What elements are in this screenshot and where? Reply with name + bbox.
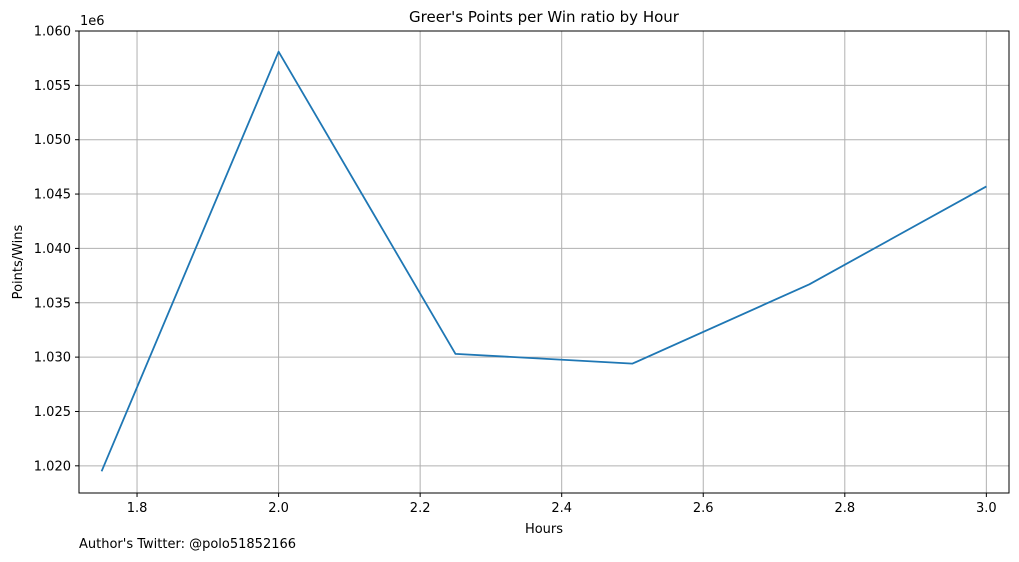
author-credit: Author's Twitter: @polo51852166: [79, 537, 297, 552]
plot-frame: [78, 30, 1010, 494]
x-tick-label: 2.4: [551, 501, 572, 516]
series-line: [100, 50, 987, 472]
x-tick-label: 2.0: [268, 501, 289, 516]
y-tick-label: 1.025: [34, 405, 71, 420]
chart-title: Greer's Points per Win ratio by Hour: [409, 8, 680, 26]
y-tick-label: 1.045: [34, 188, 71, 203]
x-tick-label: 2.8: [834, 501, 855, 516]
y-tick-label: 1.040: [34, 242, 71, 257]
y-axis: 1.020 1.025 1.030 1.035 1.040 1.045 1.050 1.055…: [34, 25, 79, 474]
series-layer: [100, 50, 987, 472]
y-tick-label: 1.050: [34, 133, 71, 148]
x-tick-label: 2.6: [693, 501, 714, 516]
y-axis-offset-label: 1e6: [80, 14, 105, 29]
y-tick-label: 1.055: [34, 79, 71, 94]
y-tick-label: 1.060: [34, 25, 71, 40]
y-tick-label: 1.035: [34, 296, 71, 311]
x-tick-label: 2.2: [410, 501, 431, 516]
x-axis: 1.8 2.0 2.2 2.4 2.6 2.8 3.0: [127, 493, 997, 516]
x-axis-label: Hours: [525, 522, 563, 537]
grid-lines: [79, 30, 1009, 493]
x-tick-label: 3.0: [976, 501, 997, 516]
y-axis-label: Points/Wins: [11, 224, 26, 299]
y-tick-label: 1.030: [34, 351, 71, 366]
y-tick-label: 1.020: [34, 459, 71, 474]
x-tick-label: 1.8: [127, 501, 148, 516]
